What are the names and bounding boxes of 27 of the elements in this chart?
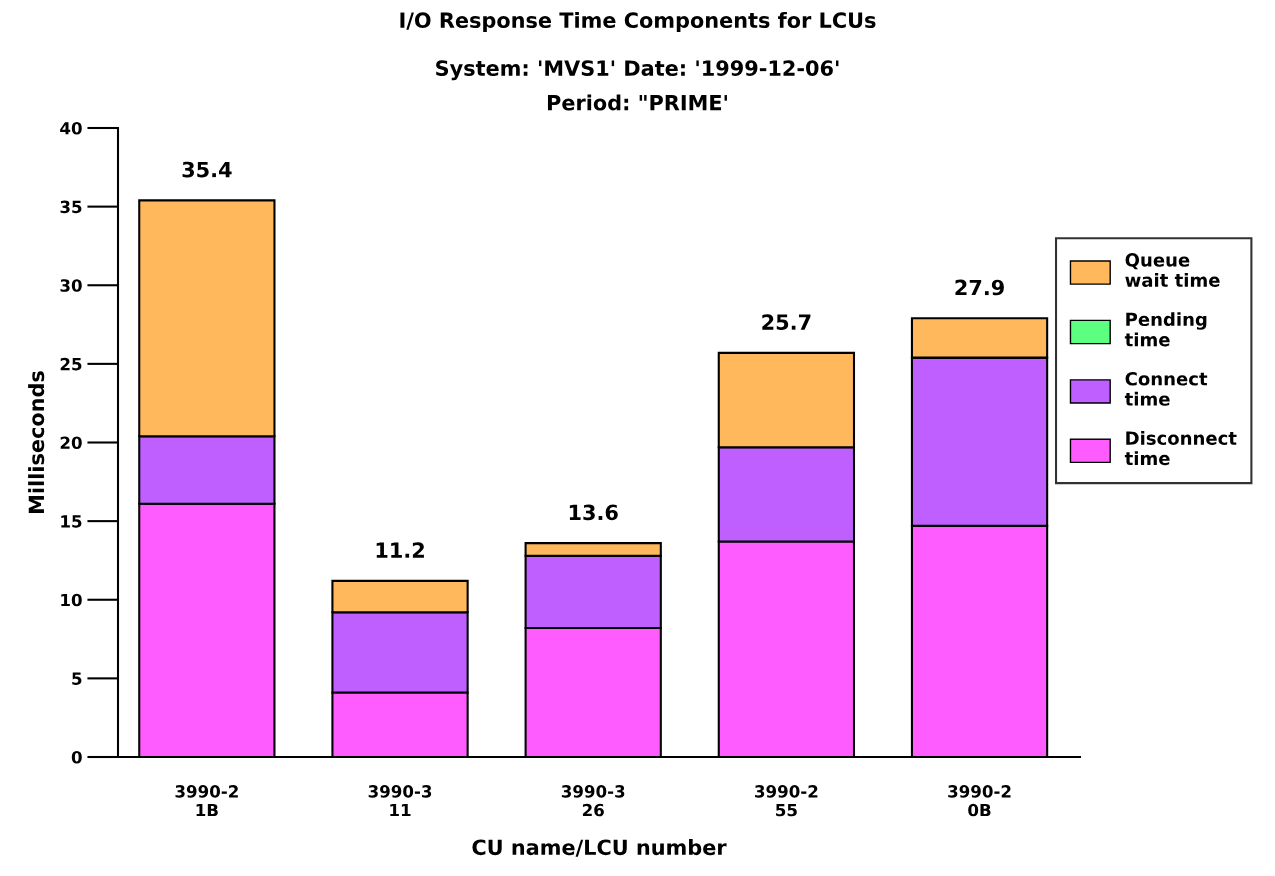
y-tick-label: 15 [61, 515, 82, 528]
legend-label: Queue wait time [1125, 253, 1220, 287]
legend-label: Disconnect time [1124, 430, 1237, 466]
y-tick-label: 0 [71, 750, 82, 764]
y-tick-label: 30 [60, 279, 82, 292]
y-tick-label: 25 [60, 357, 82, 371]
x-tick-label: 3990-3 11 [368, 785, 432, 817]
total-label: 25.7 [762, 314, 811, 330]
total-label: 11.2 [376, 542, 424, 558]
total-label: 13.6 [569, 504, 618, 521]
x-tick-label: 3990-3 26 [561, 785, 625, 817]
y-tick-label: 5 [72, 672, 82, 685]
y-axis-title: Milliseconds [28, 371, 45, 513]
chart-title: I/O Response Time Components for LCUs [400, 11, 876, 33]
total-label: 27.9 [955, 279, 1004, 296]
y-tick-label: 10 [61, 593, 82, 607]
y-tick-label: 35 [60, 200, 82, 214]
x-tick-label: 3990-2 1B [175, 785, 238, 817]
chart-subtitle: System: 'MVS1' Date: '1999-12-06' Period: "PRIME' [436, 60, 839, 111]
legend-label: Pending time [1124, 312, 1207, 347]
x-axis-title: CU name/LCU number [472, 839, 727, 857]
total-label: 35.4 [182, 161, 232, 178]
y-tick-label: 20 [60, 436, 82, 450]
legend-label: Connect time [1124, 371, 1208, 406]
y-tick-label: 40 [60, 121, 82, 135]
x-tick-label: 3990-2 55 [755, 785, 818, 817]
x-tick-label: 3990-2 0B [948, 785, 1011, 817]
